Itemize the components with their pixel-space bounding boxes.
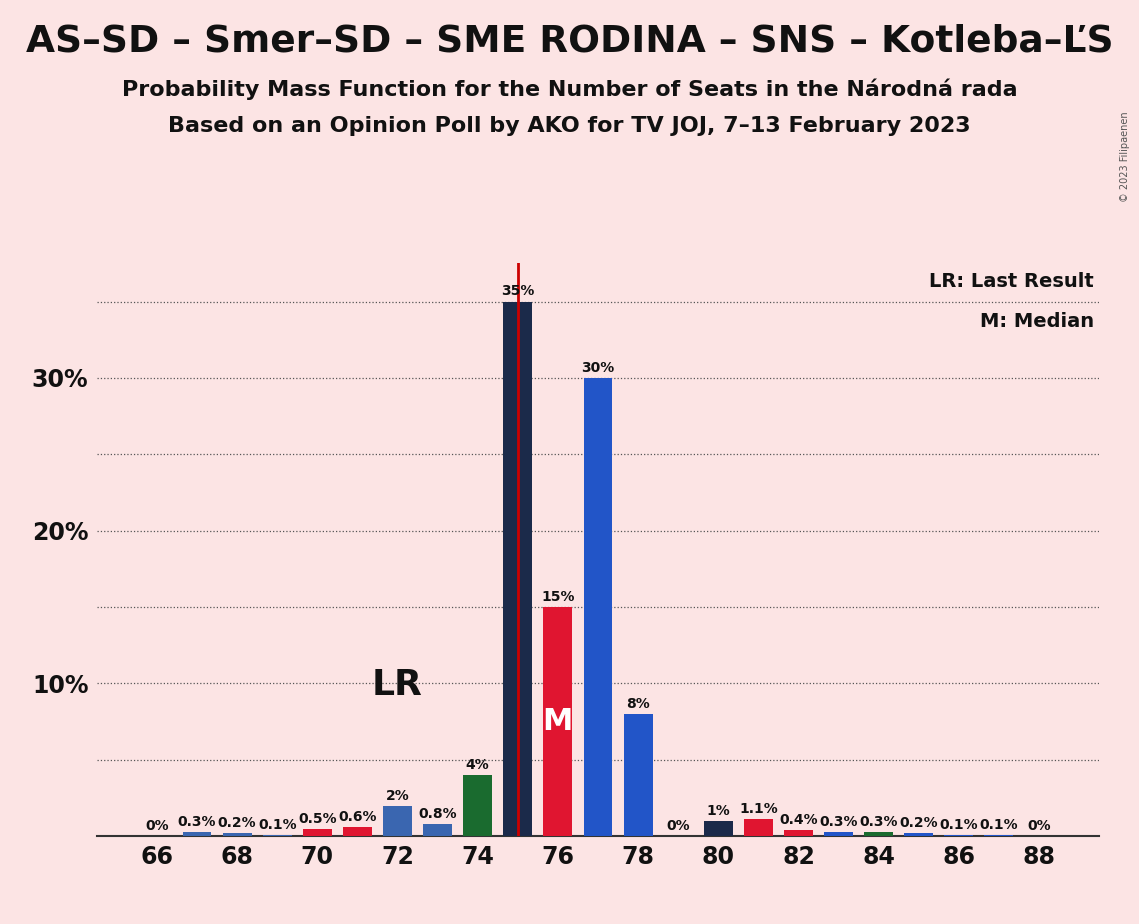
Bar [904, 833, 933, 836]
Text: M: Median: M: Median [980, 312, 1095, 331]
Bar [343, 827, 371, 836]
Text: Probability Mass Function for the Number of Seats in the Národná rada: Probability Mass Function for the Number… [122, 79, 1017, 100]
Bar [583, 378, 613, 836]
Text: 0.6%: 0.6% [338, 810, 377, 824]
Bar [865, 832, 893, 836]
Text: 0.3%: 0.3% [819, 815, 858, 829]
Text: 0.3%: 0.3% [178, 815, 216, 829]
Text: 1%: 1% [706, 804, 730, 818]
Text: 0.1%: 0.1% [257, 818, 296, 832]
Bar [503, 301, 532, 836]
Text: M: M [542, 707, 573, 736]
Bar [784, 830, 813, 836]
Bar [263, 834, 292, 836]
Bar [984, 834, 1014, 836]
Text: LR: Last Result: LR: Last Result [929, 272, 1095, 291]
Bar [424, 824, 452, 836]
Bar [182, 832, 212, 836]
Bar [223, 833, 252, 836]
Text: AS–SD – Smer–SD – SME RODINA – SNS – Kotleba–ĽS: AS–SD – Smer–SD – SME RODINA – SNS – Kot… [26, 23, 1113, 59]
Text: 2%: 2% [386, 788, 409, 803]
Text: 1.1%: 1.1% [739, 802, 778, 817]
Text: 0.8%: 0.8% [418, 807, 457, 821]
Bar [944, 834, 973, 836]
Text: LR: LR [372, 668, 423, 702]
Text: 0%: 0% [145, 820, 169, 833]
Text: 15%: 15% [541, 590, 575, 604]
Text: 0.1%: 0.1% [940, 818, 978, 832]
Text: 0.4%: 0.4% [779, 813, 818, 827]
Text: 0.1%: 0.1% [980, 818, 1018, 832]
Text: 0%: 0% [666, 820, 690, 833]
Bar [624, 714, 653, 836]
Text: 0%: 0% [1027, 820, 1051, 833]
Bar [464, 775, 492, 836]
Text: 0.3%: 0.3% [859, 815, 898, 829]
Bar [543, 607, 572, 836]
Text: 0.5%: 0.5% [298, 811, 337, 825]
Text: © 2023 Filipaenen: © 2023 Filipaenen [1120, 111, 1130, 201]
Text: Based on an Opinion Poll by AKO for TV JOJ, 7–13 February 2023: Based on an Opinion Poll by AKO for TV J… [169, 116, 970, 136]
Text: 0.2%: 0.2% [218, 816, 256, 830]
Text: 30%: 30% [581, 361, 615, 375]
Bar [303, 829, 331, 836]
Bar [825, 832, 853, 836]
Bar [704, 821, 732, 836]
Text: 4%: 4% [466, 758, 490, 772]
Text: 8%: 8% [626, 697, 650, 711]
Bar [383, 806, 412, 836]
Text: 35%: 35% [501, 285, 534, 298]
Bar [744, 820, 772, 836]
Text: 0.2%: 0.2% [900, 816, 939, 830]
